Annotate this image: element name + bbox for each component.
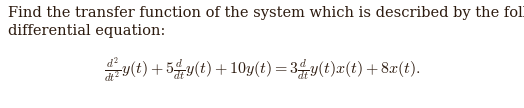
Text: Find the transfer function of the system which is described by the following: Find the transfer function of the system…	[8, 6, 524, 20]
Text: $\frac{d^2}{dt^2}y(t) + 5\frac{d}{dt}y(t) + 10y(t) = 3\frac{d}{dt}y(t)x(t) + 8x(: $\frac{d^2}{dt^2}y(t) + 5\frac{d}{dt}y(t…	[104, 55, 420, 85]
Text: differential equation:: differential equation:	[8, 24, 166, 38]
